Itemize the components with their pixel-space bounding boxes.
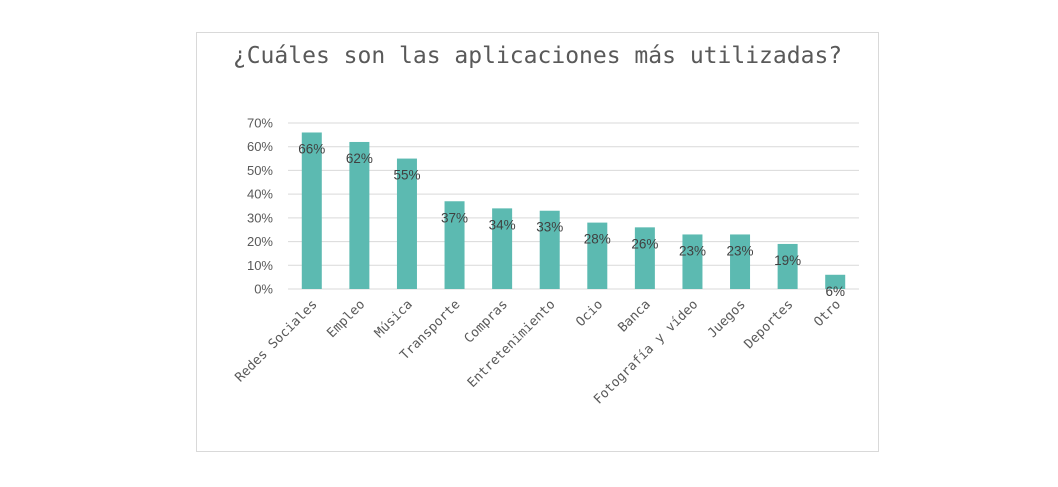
- data-label: 66%: [298, 141, 325, 156]
- bars: [301, 132, 846, 289]
- labels: 0% 10% 20% 30% 40% 50% 60% 70% 66% Redes Sociales…: [233, 116, 845, 408]
- bar: [825, 274, 846, 289]
- category-label: Deportes: [742, 297, 797, 352]
- y-tick-label: 30%: [247, 210, 273, 225]
- bar: [682, 234, 703, 289]
- bar: [396, 158, 417, 289]
- y-tick-label: 70%: [247, 116, 273, 131]
- category-label: Compras: [462, 297, 511, 346]
- category-label: Entretenimiento: [465, 297, 559, 391]
- category-label: Empleo: [324, 297, 368, 341]
- bar: [492, 208, 513, 289]
- bar: [587, 222, 608, 289]
- data-label: 37%: [441, 210, 468, 225]
- y-tick-label: 0%: [254, 282, 273, 297]
- data-label: 6%: [825, 284, 845, 299]
- data-label: 33%: [536, 220, 563, 235]
- bar: [730, 234, 751, 289]
- category-label: Música: [372, 297, 416, 341]
- data-label: 34%: [489, 217, 516, 232]
- bar: [301, 132, 322, 289]
- y-tick-label: 60%: [247, 139, 273, 154]
- category-label: Juegos: [705, 297, 749, 341]
- data-label: 55%: [393, 168, 420, 183]
- bar: [444, 201, 465, 289]
- y-tick-label: 20%: [247, 234, 273, 249]
- y-tick-label: 10%: [247, 258, 273, 273]
- data-label: 23%: [679, 243, 706, 258]
- data-label: 62%: [346, 151, 373, 166]
- data-label: 23%: [727, 243, 754, 258]
- gridlines: [288, 122, 859, 290]
- bar: [777, 243, 798, 289]
- category-label: Otro: [811, 297, 844, 330]
- y-tick-label: 50%: [247, 163, 273, 178]
- data-label: 28%: [584, 232, 611, 247]
- data-label: 26%: [631, 236, 658, 251]
- category-label: Redes Sociales: [233, 297, 321, 385]
- data-label: 19%: [774, 253, 801, 268]
- bar: [539, 210, 560, 289]
- category-label: Banca: [615, 297, 653, 335]
- y-tick-label: 40%: [247, 187, 273, 202]
- chart-title: ¿Cuáles son las aplicaciones más utiliza…: [232, 43, 843, 69]
- category-label: Ocio: [573, 297, 606, 330]
- bar: [349, 141, 370, 289]
- bar: [634, 227, 655, 289]
